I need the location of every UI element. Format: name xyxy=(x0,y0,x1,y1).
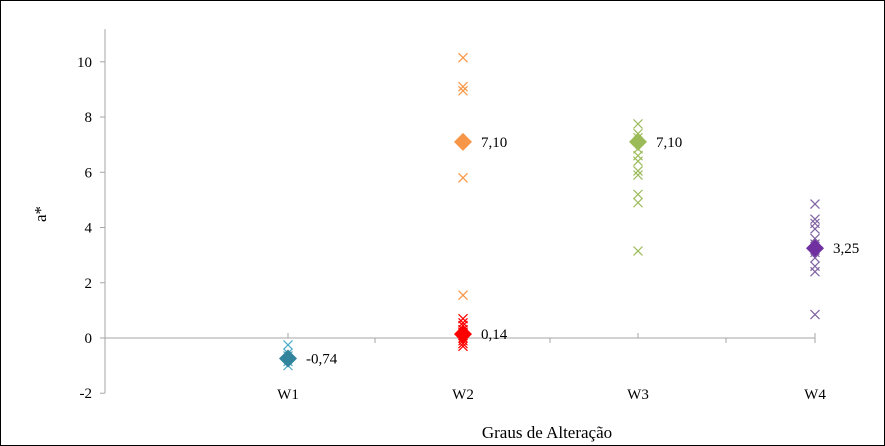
y-axis-title: a* xyxy=(31,206,50,222)
sample-point xyxy=(633,197,643,208)
mean-marker xyxy=(806,239,824,258)
sample-point xyxy=(458,317,468,328)
mean-markers xyxy=(279,132,824,368)
y-tick-label: -2 xyxy=(80,386,93,402)
mean-marker xyxy=(629,132,647,151)
sample-point xyxy=(810,199,820,209)
data-labels: -0,74 7,10 0,14 7,10 3,25 xyxy=(306,135,859,368)
sample-point xyxy=(458,52,468,63)
sample-point xyxy=(283,339,293,350)
mean-marker xyxy=(279,349,297,368)
sample-point xyxy=(458,313,468,324)
sample-point xyxy=(458,290,468,301)
mean-marker xyxy=(454,325,472,344)
sample-point xyxy=(633,170,643,180)
y-tick-labels: -2 0 2 4 6 8 10 xyxy=(77,55,93,402)
x-tick-label: W1 xyxy=(277,387,299,403)
y-tick-label: 6 xyxy=(85,165,93,181)
sample-point xyxy=(633,156,643,167)
y-tick-label: 10 xyxy=(77,55,92,71)
x-axis-title: Graus de Alteração xyxy=(482,423,612,442)
sample-point xyxy=(633,165,643,176)
sample-point xyxy=(810,252,820,263)
sample-point xyxy=(810,214,820,225)
sample-point xyxy=(458,85,468,96)
data-label: -0,74 xyxy=(306,351,338,367)
y-tick-label: 0 xyxy=(85,331,93,347)
mean-marker xyxy=(454,132,472,151)
data-label: 0,14 xyxy=(481,327,508,343)
sample-point xyxy=(810,309,820,320)
sample-point xyxy=(633,189,643,200)
data-label: 7,10 xyxy=(656,135,682,151)
data-label: 3,25 xyxy=(833,241,859,257)
sample-point xyxy=(633,119,643,129)
y-tick-label: 4 xyxy=(85,221,93,237)
data-label: 7,10 xyxy=(481,135,507,151)
x-tick-label: W4 xyxy=(804,387,826,403)
sample-point xyxy=(810,266,820,277)
y-tick-label: 2 xyxy=(85,276,93,292)
sample-points xyxy=(283,52,820,371)
sample-point xyxy=(458,172,468,183)
y-tick-label: 8 xyxy=(85,110,93,126)
sample-point xyxy=(458,341,468,352)
x-tick-label: W2 xyxy=(452,387,474,403)
sample-point xyxy=(633,246,643,256)
x-tick-labels: W1 W2 W3 W4 xyxy=(277,387,826,403)
sample-point xyxy=(458,338,468,349)
sample-point xyxy=(458,81,468,92)
axes-layer xyxy=(100,29,816,394)
sample-point xyxy=(810,223,820,234)
x-tick-label: W3 xyxy=(627,387,649,403)
